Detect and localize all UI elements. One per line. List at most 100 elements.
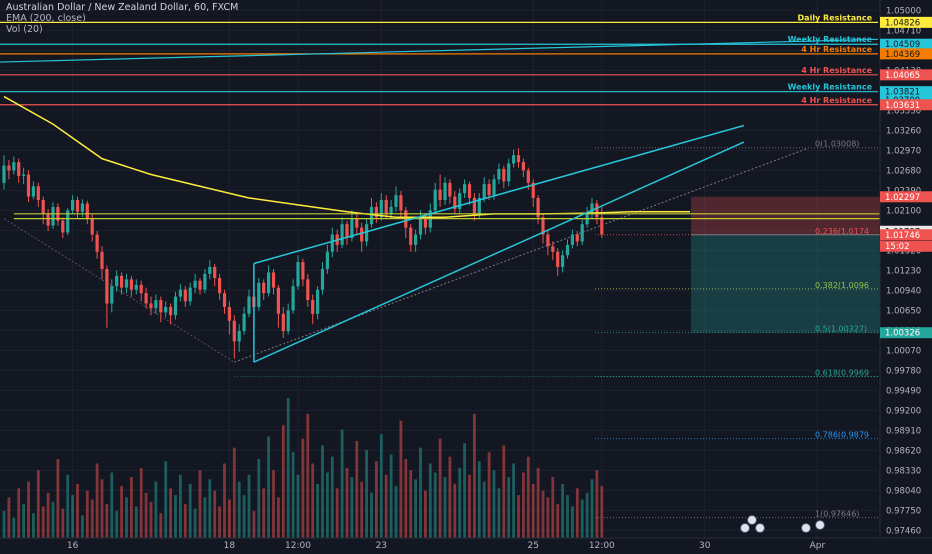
volume-bar [531, 483, 535, 538]
event-icon[interactable] [755, 523, 765, 533]
candle-body [360, 227, 364, 242]
event-icon[interactable] [740, 523, 750, 533]
candle-body [213, 266, 217, 278]
candle-body [183, 289, 187, 302]
resistance-levels: Weekly Resistance Daily Resistance Weekly … [0, 13, 879, 106]
price-badge: 1.04369 [885, 50, 920, 60]
candle-body [169, 306, 173, 316]
volume-bar [409, 470, 413, 538]
candle-body [570, 234, 574, 245]
time-tick-label: Apr [810, 541, 826, 550]
price-tick-label: 1.05000 [886, 6, 921, 16]
candle-body [227, 306, 231, 321]
time-axis: 16 18 12:00 23 25 12:00 30 Apr [0, 537, 932, 551]
volume-bar [321, 445, 324, 538]
event-icon[interactable] [801, 523, 811, 533]
candle-body [75, 200, 80, 212]
candle-body [173, 296, 178, 316]
candle-body [541, 217, 545, 235]
candle-body [12, 162, 16, 171]
time-tick-label: 16 [67, 541, 79, 550]
event-icon[interactable] [747, 515, 757, 525]
candle-body [399, 195, 403, 211]
event-icon[interactable] [815, 520, 825, 530]
candle-body [296, 262, 300, 287]
volume-bar [218, 506, 221, 538]
candle-body [208, 266, 212, 274]
candle-body [232, 320, 236, 342]
price-badge-bg [880, 48, 932, 60]
candle-body [129, 279, 133, 290]
volume-bar [257, 458, 261, 538]
volume-bar [502, 445, 506, 538]
candle-body [414, 234, 418, 245]
price-badge: 1.04826 [885, 18, 920, 28]
symbol-title[interactable]: Australian Dollar / New Zealand Dollar, … [6, 2, 239, 13]
volume-bar [262, 488, 266, 538]
event-icons[interactable] [740, 515, 825, 533]
volume-bar [306, 413, 310, 538]
price-tick-label: 1.02970 [886, 146, 921, 156]
candle-body [394, 195, 398, 207]
candle-body [316, 289, 320, 314]
price-tick-label: 0.97460 [886, 526, 921, 536]
price-tick-label: 0.98040 [886, 486, 921, 496]
volume-bar [281, 425, 285, 538]
volume-legend[interactable]: Vol (20) [6, 24, 43, 35]
volume-bar [105, 504, 109, 538]
candle-body [124, 279, 129, 288]
candle-body [22, 174, 26, 176]
candle-body [595, 203, 599, 218]
volume-bar [242, 495, 246, 538]
candle-body [7, 165, 11, 171]
volume-bar [384, 474, 388, 538]
volume-bar [345, 468, 349, 538]
price-badge: 1.04509 [885, 40, 920, 50]
candle-body [463, 184, 467, 194]
candle-body [433, 189, 437, 211]
volume-bar [252, 510, 256, 538]
volume-bar [223, 463, 226, 538]
volume-bar [536, 468, 540, 538]
ema-legend[interactable]: EMA (200, close) [6, 13, 86, 24]
candle-body [526, 170, 530, 183]
volume-bar [208, 479, 212, 538]
price-tick-label: 1.01230 [886, 266, 921, 276]
time-tick-label: 30 [699, 541, 711, 550]
candle-body [497, 168, 501, 180]
fib-label: 1(0.97646) [815, 510, 859, 519]
candle-body [311, 300, 315, 314]
stop-loss-zone [691, 196, 897, 235]
volume-bar [414, 479, 417, 538]
candle-body [267, 272, 271, 294]
price-tick-label: 1.03550 [886, 106, 921, 116]
volume-bar [477, 461, 481, 538]
candle-body [438, 189, 442, 201]
candle-body [41, 200, 45, 214]
volume-bar [159, 513, 163, 538]
candle-body [237, 331, 241, 342]
volume-bar [183, 504, 187, 538]
volume-bar [448, 456, 452, 538]
short-position-tool[interactable] [691, 196, 897, 333]
volume-bar [139, 468, 143, 538]
price-tick-label: 0.98910 [886, 426, 921, 436]
candle-body [85, 203, 89, 219]
candle-body [580, 224, 584, 242]
volume-bar [433, 472, 437, 538]
price-tick-label: 0.99200 [886, 406, 921, 416]
volume-bar [27, 481, 30, 538]
candle-body [144, 293, 148, 304]
candle-body [556, 251, 560, 267]
volume-bar [144, 492, 148, 538]
candle-body [306, 279, 310, 301]
candle-body [26, 174, 31, 197]
resistance-label: Weekly Resistance [788, 35, 873, 44]
volume-bar [164, 461, 168, 538]
take-profit-zone [691, 234, 897, 333]
resistance-label: 4 Hr Resistance [801, 66, 872, 75]
candle-body [242, 313, 246, 332]
candle-body [218, 277, 222, 294]
